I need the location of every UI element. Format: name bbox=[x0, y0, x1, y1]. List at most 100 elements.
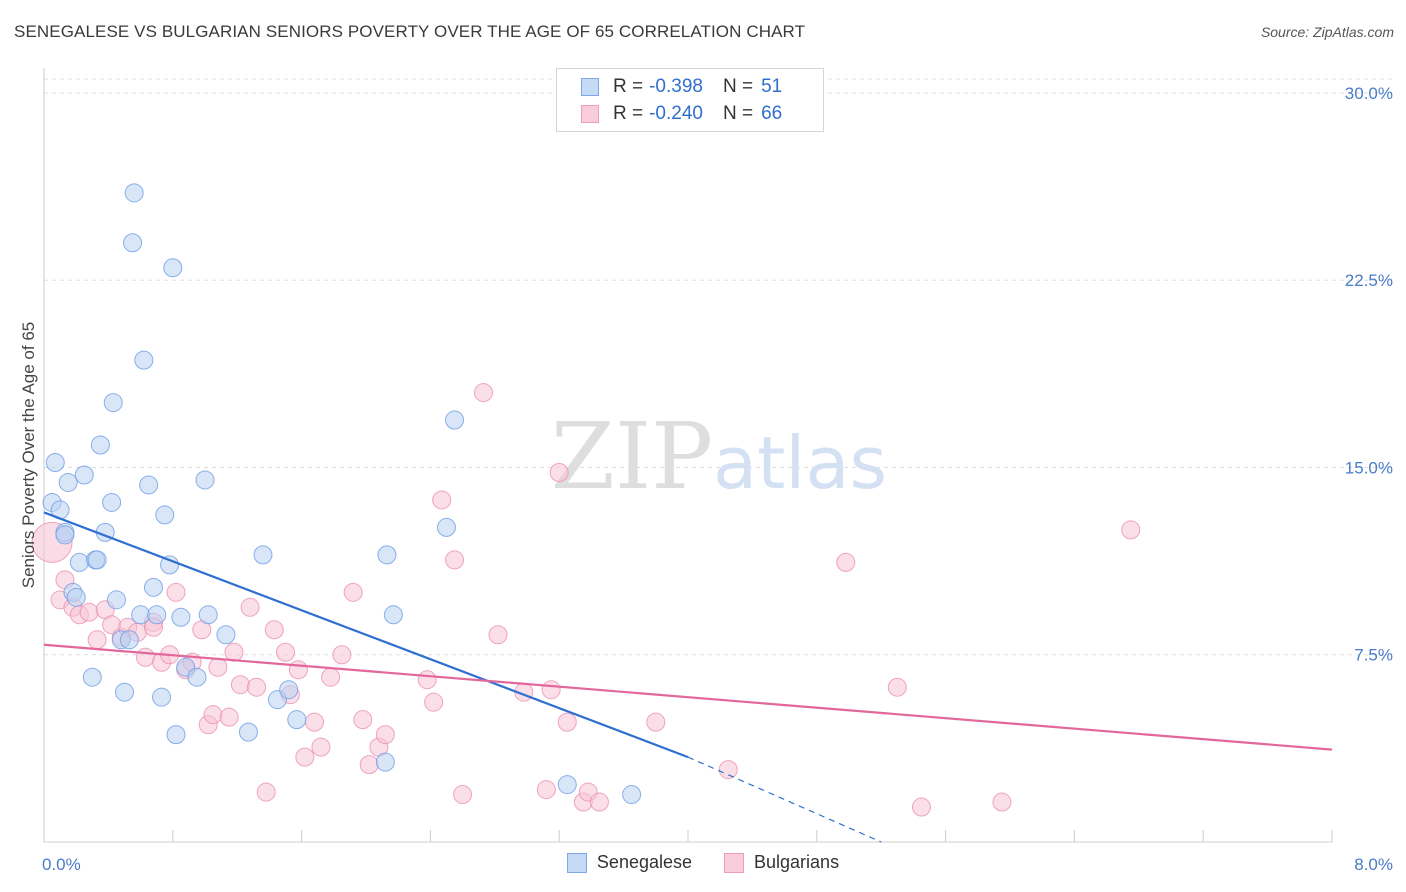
x-tick-label-max: 8.0% bbox=[1354, 855, 1393, 874]
point-senegalese bbox=[155, 505, 175, 525]
point-bulgarians bbox=[264, 620, 284, 640]
point-senegalese bbox=[106, 590, 126, 610]
legend-n-label: N = bbox=[722, 76, 754, 97]
point-senegalese bbox=[557, 775, 577, 795]
point-bulgarians bbox=[256, 782, 276, 802]
legend-row-senegalese: R = -0.398 N = 51 bbox=[581, 74, 782, 100]
point-bulgarians bbox=[911, 797, 931, 817]
point-senegalese bbox=[102, 492, 122, 512]
point-senegalese bbox=[69, 552, 89, 572]
point-bulgarians bbox=[332, 645, 352, 665]
point-senegalese bbox=[143, 577, 163, 597]
series-senegalese-points bbox=[42, 183, 642, 805]
point-bulgarians bbox=[836, 552, 856, 572]
point-senegalese bbox=[163, 258, 183, 278]
stats-legend: R = -0.398 N = 51 R = -0.240 N = 66 bbox=[556, 68, 824, 132]
point-senegalese bbox=[115, 682, 134, 702]
point-senegalese bbox=[82, 667, 102, 687]
point-senegalese bbox=[377, 545, 397, 565]
point-bulgarians bbox=[589, 792, 609, 812]
point-bulgarians bbox=[887, 677, 907, 697]
trend-line-extension-senegalese bbox=[687, 756, 882, 843]
point-bulgarians bbox=[353, 710, 373, 730]
legend-r-label: R = bbox=[613, 76, 644, 97]
point-bulgarians bbox=[321, 667, 341, 687]
point-bulgarians bbox=[247, 677, 267, 697]
point-bulgarians bbox=[166, 582, 186, 602]
trend-line-senegalese bbox=[43, 511, 689, 759]
legend-r-label: R = bbox=[613, 103, 644, 124]
point-bulgarians bbox=[557, 712, 577, 732]
point-senegalese bbox=[198, 605, 218, 625]
point-bulgarians bbox=[230, 675, 250, 695]
point-bulgarians bbox=[1121, 520, 1141, 540]
point-bulgarians bbox=[203, 705, 223, 725]
point-senegalese bbox=[90, 435, 110, 455]
point-senegalese bbox=[160, 555, 180, 575]
y-tick-label: 15.0% bbox=[1345, 458, 1393, 477]
point-bulgarians bbox=[549, 462, 569, 482]
point-senegalese bbox=[147, 605, 167, 625]
point-bulgarians bbox=[224, 642, 244, 662]
point-senegalese bbox=[171, 607, 191, 627]
point-bulgarians bbox=[135, 647, 155, 667]
point-bulgarians bbox=[541, 680, 561, 700]
source-credit: Source: ZipAtlas.com bbox=[1260, 24, 1394, 40]
x-tick-label-min: 0.0% bbox=[42, 855, 81, 874]
point-senegalese bbox=[87, 550, 107, 570]
point-bulgarians bbox=[276, 642, 295, 662]
point-senegalese bbox=[58, 472, 78, 492]
y-tick-label: 30.0% bbox=[1345, 84, 1393, 103]
point-senegalese bbox=[55, 525, 75, 545]
point-senegalese bbox=[152, 687, 172, 707]
point-senegalese bbox=[139, 475, 159, 495]
point-senegalese bbox=[45, 452, 65, 472]
point-bulgarians bbox=[488, 625, 508, 645]
legend-swatch-senegalese bbox=[581, 78, 599, 96]
point-bulgarians bbox=[445, 550, 465, 570]
y-axis-label: Seniors Poverty Over the Age of 65 bbox=[19, 322, 38, 588]
point-bulgarians bbox=[992, 792, 1012, 812]
point-bulgarians bbox=[536, 780, 556, 800]
trend-line-bulgarians bbox=[43, 643, 1333, 751]
legend-item-bulgarians: Bulgarians bbox=[724, 852, 839, 873]
y-tick-labels: 7.5% 15.0% 22.5% 30.0% bbox=[1345, 84, 1393, 665]
point-bulgarians bbox=[208, 657, 228, 677]
point-senegalese bbox=[123, 233, 143, 253]
x-tick-labels: 0.0% 8.0% bbox=[42, 855, 1393, 874]
legend-label-bulgarians: Bulgarians bbox=[754, 852, 840, 872]
y-tick-label: 22.5% bbox=[1345, 271, 1393, 290]
point-bulgarians bbox=[474, 383, 494, 403]
point-senegalese bbox=[66, 587, 86, 607]
legend-row-bulgarians: R = -0.240 N = 66 bbox=[581, 101, 782, 127]
point-bulgarians bbox=[453, 785, 473, 805]
point-senegalese bbox=[238, 722, 258, 742]
point-senegalese bbox=[131, 605, 151, 625]
point-senegalese bbox=[622, 785, 642, 805]
point-bulgarians bbox=[311, 737, 331, 757]
point-bulgarians bbox=[718, 760, 738, 780]
point-bulgarians bbox=[646, 712, 666, 732]
point-bulgarians bbox=[295, 747, 315, 767]
watermark-zip: ZIP bbox=[551, 403, 713, 510]
point-bulgarians bbox=[240, 597, 260, 617]
point-senegalese bbox=[124, 183, 144, 203]
point-senegalese bbox=[253, 545, 273, 565]
legend-r-value: -0.240 bbox=[649, 103, 703, 124]
point-bulgarians bbox=[288, 660, 308, 680]
point-senegalese bbox=[437, 517, 456, 537]
point-bulgarians bbox=[343, 582, 363, 602]
point-senegalese bbox=[383, 605, 403, 625]
legend-n-value: 66 bbox=[761, 103, 783, 124]
point-bulgarians bbox=[359, 755, 379, 775]
point-senegalese bbox=[134, 350, 154, 370]
legend-n-value: 51 bbox=[761, 76, 783, 97]
legend-n-label: N = bbox=[722, 103, 754, 124]
point-senegalese bbox=[166, 725, 186, 745]
x-ticks bbox=[43, 830, 1333, 842]
point-senegalese bbox=[195, 470, 215, 490]
y-tick-label: 7.5% bbox=[1354, 646, 1393, 665]
series-legend: Senegalese Bulgarians bbox=[0, 852, 1406, 873]
point-senegalese bbox=[103, 393, 123, 413]
point-senegalese bbox=[375, 752, 395, 772]
